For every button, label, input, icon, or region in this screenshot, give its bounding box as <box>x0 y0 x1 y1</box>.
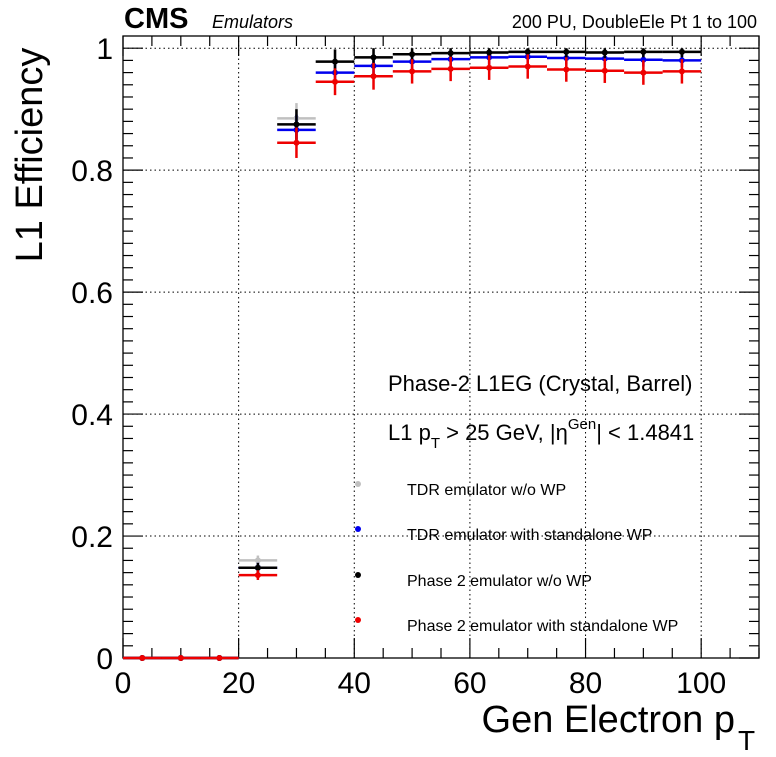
data-point <box>563 48 570 55</box>
annotation-cuts-sub: T <box>431 435 440 452</box>
data-point <box>640 56 647 63</box>
y-tick-label-3: 0.6 <box>71 277 113 310</box>
annotation-cuts-sup: Gen <box>568 416 596 433</box>
data-point <box>524 63 531 70</box>
data-point <box>447 50 454 57</box>
legend-label-4: Phase 2 emulator with standalone WP <box>407 618 678 635</box>
axis-tick-labels: 0 20 40 60 80 100 0 0.2 0.4 0.6 0.8 1 <box>71 33 726 700</box>
legend-marker-4 <box>355 617 361 623</box>
data-point <box>216 655 223 661</box>
series-layer <box>123 48 702 661</box>
x-tick-label-1: 20 <box>222 667 255 700</box>
data-point <box>177 655 184 661</box>
axis-ticks <box>122 36 760 659</box>
data-point <box>293 139 300 146</box>
y-tick-label-4: 0.8 <box>71 155 113 188</box>
annotation-cuts: L1 pT > 25 GeV, |ηGen| < 1.4841 <box>388 416 694 452</box>
legend-label-2: TDR emulator with standalone WP <box>407 527 652 544</box>
data-point <box>524 48 531 55</box>
data-point <box>486 49 493 56</box>
annotation-cuts-suffix: | < 1.4841 <box>596 420 694 445</box>
data-point <box>370 54 377 61</box>
data-point <box>640 69 647 76</box>
data-point <box>601 67 608 74</box>
x-tick-label-3: 60 <box>453 667 486 700</box>
data-point <box>370 73 377 80</box>
data-point <box>447 65 454 72</box>
data-point <box>601 49 608 56</box>
x-axis-title-subscript: T <box>738 725 755 756</box>
legend-marker-1 <box>355 481 361 487</box>
x-axis-title: Gen Electron p <box>482 699 735 741</box>
annotation-cuts-mid: > 25 GeV, |η <box>440 420 568 445</box>
data-point <box>486 64 493 71</box>
series-4 <box>123 54 702 661</box>
cms-label: CMS <box>124 3 188 35</box>
emulators-label: Emulators <box>212 12 293 32</box>
data-point <box>254 557 261 564</box>
data-point <box>254 572 261 579</box>
legend-marker-2 <box>355 526 361 532</box>
data-point <box>254 564 261 571</box>
y-tick-label-2: 0.4 <box>71 399 113 432</box>
data-point <box>678 68 685 75</box>
legend-marker-3 <box>355 572 361 578</box>
legend: TDR emulator w/o WP TDR emulator with sta… <box>355 481 678 635</box>
data-point <box>563 66 570 73</box>
data-point <box>409 68 416 75</box>
x-tick-label-2: 40 <box>338 667 371 700</box>
data-point <box>409 51 416 58</box>
grid-lines <box>123 36 759 658</box>
data-point <box>332 78 339 85</box>
run-info-label: 200 PU, DoubleEle Pt 1 to 100 <box>512 12 757 32</box>
legend-label-1: TDR emulator w/o WP <box>407 482 566 499</box>
data-point <box>139 655 146 661</box>
y-tick-label-1: 0.2 <box>71 521 113 554</box>
data-point <box>678 48 685 55</box>
annotation-selection: Phase-2 L1EG (Crystal, Barrel) <box>388 371 692 396</box>
data-point <box>293 121 300 128</box>
y-tick-label-0: 0 <box>96 643 113 676</box>
y-axis-title: L1 Efficiency <box>9 48 51 263</box>
x-tick-label-4: 80 <box>569 667 602 700</box>
x-tick-label-5: 100 <box>676 667 726 700</box>
data-point <box>332 58 339 65</box>
legend-label-3: Phase 2 emulator w/o WP <box>407 573 592 590</box>
x-tick-label-0: 0 <box>115 667 132 700</box>
y-tick-label-5: 1 <box>96 33 113 66</box>
annotation-cuts-prefix: L1 p <box>388 420 431 445</box>
data-point <box>640 48 647 55</box>
